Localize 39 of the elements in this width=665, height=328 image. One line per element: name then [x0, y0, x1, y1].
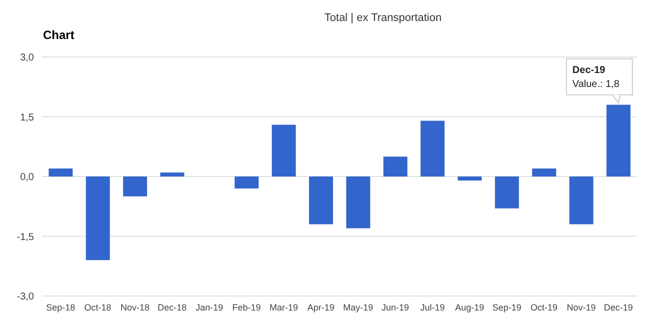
- bar: [309, 176, 334, 224]
- y-tick-label: 0,0: [20, 172, 34, 184]
- bar: [458, 176, 482, 180]
- chart-title: Chart: [43, 28, 74, 42]
- bar: [346, 176, 370, 228]
- x-tick-label: Dec-18: [158, 302, 187, 312]
- bar: [234, 176, 259, 188]
- bar: [272, 124, 296, 176]
- bar: [569, 176, 594, 224]
- x-tick-label: Nov-19: [566, 302, 596, 312]
- x-tick-label: Apr-19: [307, 302, 334, 312]
- x-tick-label: Sep-19: [492, 302, 522, 312]
- bar: [48, 168, 73, 176]
- x-tick-label: May-19: [343, 302, 374, 312]
- x-tick-label: Jul-19: [420, 302, 445, 312]
- x-tick-label: Oct-18: [84, 302, 112, 312]
- text: Total | ex Transportation: [323, 12, 443, 24]
- bar: [420, 120, 445, 176]
- bar: [383, 156, 408, 176]
- x-tick-label: Aug-19: [455, 302, 484, 312]
- bar: [494, 176, 519, 208]
- y-tick-label: 3,0: [20, 52, 34, 64]
- x-tick-label: Jan-19: [196, 302, 224, 312]
- bar: [123, 176, 148, 196]
- bar: [532, 168, 556, 176]
- y-tick-label: 1,5: [20, 112, 34, 124]
- x-tick-label: Jun-19: [382, 302, 410, 312]
- x-tick-label: Sep-18: [46, 302, 76, 312]
- bar: [86, 176, 110, 260]
- bar: [606, 104, 631, 176]
- x-tick-label: Nov-18: [120, 302, 150, 312]
- y-tick-label: -3,0: [16, 292, 34, 303]
- x-tick-label: Oct-19: [530, 302, 558, 312]
- x-tick-label: Mar-19: [269, 302, 298, 312]
- annotation: Dec-19 Value.: 1,8: [572, 64, 620, 90]
- bar: [160, 172, 184, 176]
- x-tick-label: Feb-19: [232, 302, 261, 312]
- y-tick-label: -1,5: [16, 232, 34, 243]
- x-tick-label: Dec-19: [604, 302, 633, 312]
